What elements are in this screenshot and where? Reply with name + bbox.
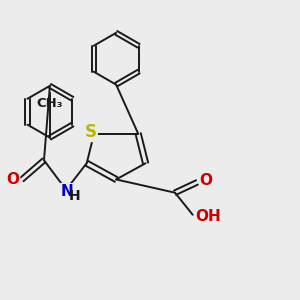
Text: H: H bbox=[69, 189, 81, 203]
Text: O: O bbox=[7, 172, 20, 187]
Text: N: N bbox=[60, 184, 73, 199]
Text: S: S bbox=[85, 123, 97, 141]
Text: OH: OH bbox=[195, 209, 221, 224]
Text: CH₃: CH₃ bbox=[37, 97, 63, 110]
Text: O: O bbox=[200, 173, 212, 188]
